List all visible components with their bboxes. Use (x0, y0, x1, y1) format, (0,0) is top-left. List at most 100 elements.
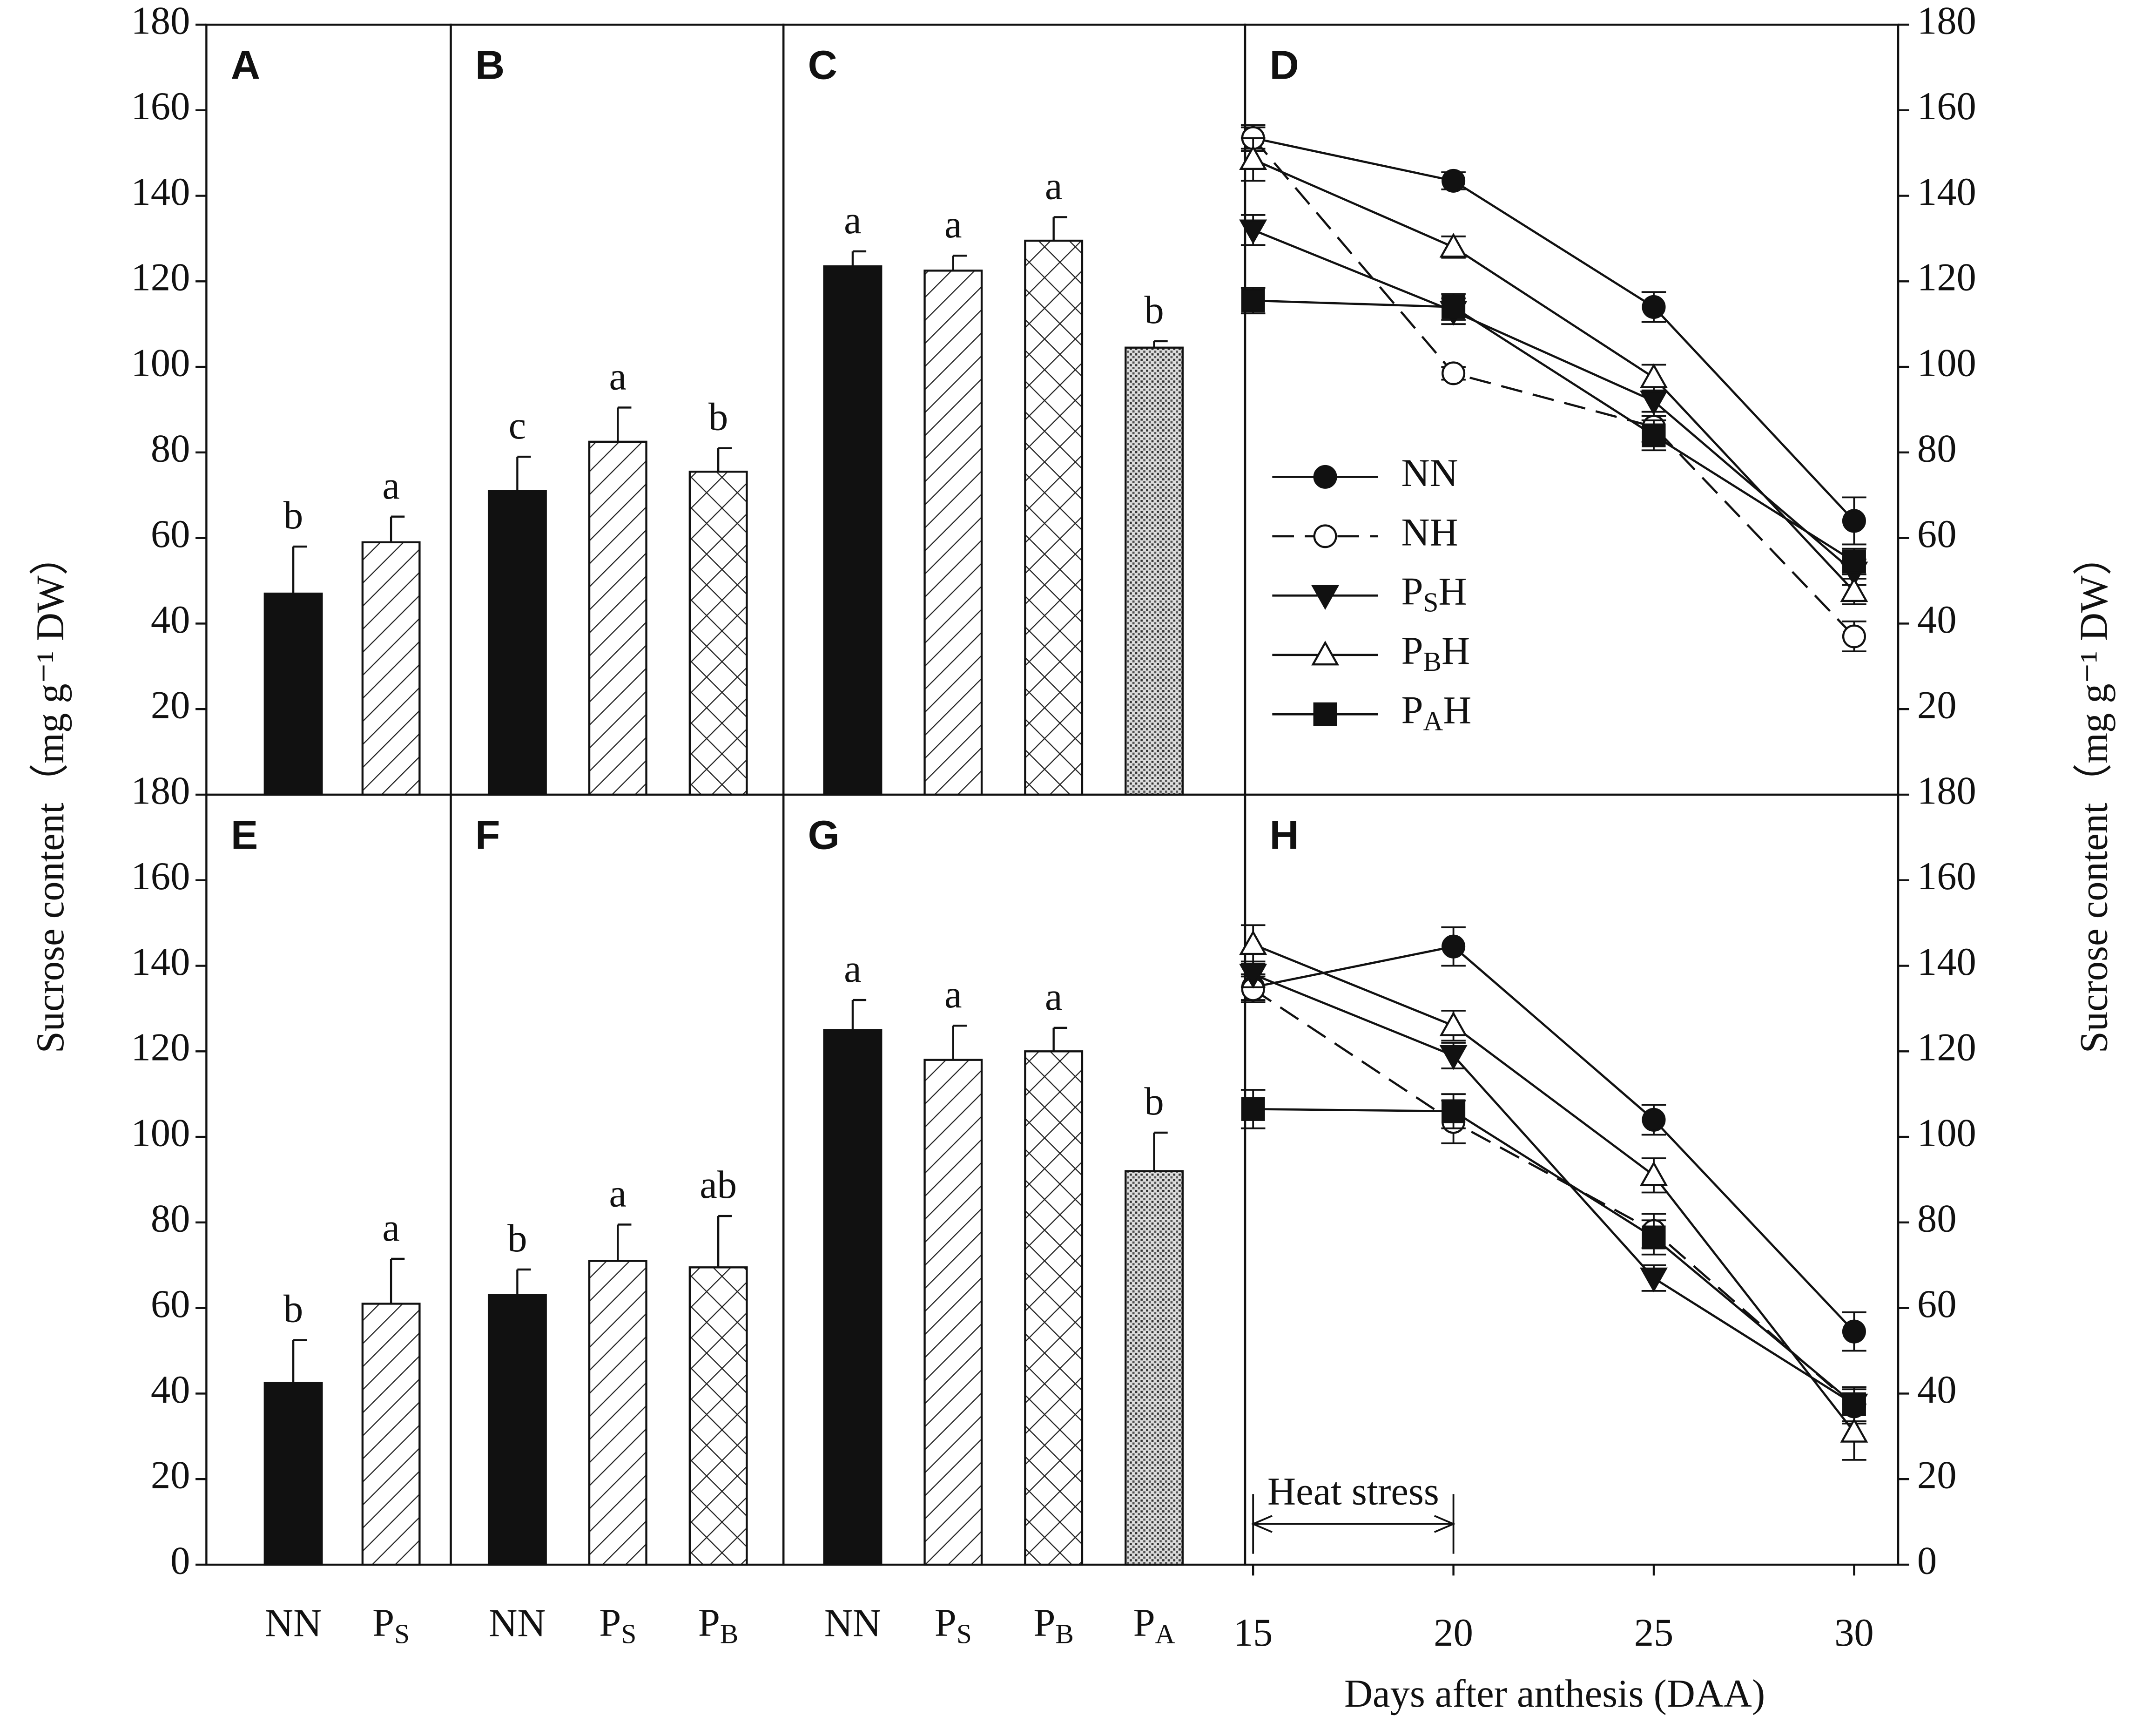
significance-letter: b (1144, 289, 1164, 332)
point (1840, 577, 1868, 602)
point (1439, 233, 1468, 258)
point (1442, 934, 1466, 959)
significance-letter: a (944, 973, 962, 1016)
point (1840, 1418, 1868, 1443)
panel-letter: B (475, 42, 505, 88)
bar (1125, 346, 1184, 796)
panel-frame (1244, 793, 1900, 1566)
series-line (1253, 973, 1855, 1405)
x-tick-label: 15 (1233, 1611, 1273, 1655)
y-tick-label: 140 (131, 170, 190, 214)
y-tick-label: 100 (1917, 341, 1976, 385)
series-line (1253, 1108, 1855, 1405)
panel-letter: G (808, 812, 840, 858)
point (1241, 289, 1265, 313)
y-tick-label: 100 (131, 341, 190, 385)
annotation-text: Heat stress (1267, 1470, 1439, 1513)
point (1239, 219, 1267, 244)
panel-letter: E (231, 812, 258, 858)
y-tick-label: 40 (151, 1368, 190, 1412)
point (1642, 295, 1666, 319)
y-tick-label: 20 (1917, 1454, 1957, 1497)
series-line (1253, 945, 1855, 1332)
annotation-arrowhead (1251, 1515, 1273, 1533)
legend-label: NN (1401, 452, 1458, 495)
significance-letter: a (382, 464, 400, 507)
panel-letter: A (231, 42, 260, 88)
bar (263, 592, 323, 796)
legend-marker (1313, 465, 1337, 489)
x-tick-label: 30 (1834, 1611, 1874, 1655)
significance-letter: a (844, 947, 862, 991)
y-tick-label: 160 (1917, 85, 1976, 128)
bar (588, 440, 647, 796)
y-tick-label: 0 (170, 1539, 190, 1582)
y-tick-label: 100 (131, 1111, 190, 1155)
bar (1024, 239, 1084, 796)
x-axis-label: Days after anthesis (DAA) (1344, 1672, 1765, 1716)
panel-letter: C (808, 42, 837, 88)
y-tick-label: 160 (1917, 855, 1976, 898)
y-tick-label: 60 (151, 1283, 190, 1326)
y-tick-label: 80 (151, 1197, 190, 1240)
legend-label: PAH (1401, 689, 1471, 736)
bar (1024, 1050, 1084, 1566)
point (1642, 423, 1666, 447)
y-tick-label: 180 (1917, 0, 1976, 42)
y-tick-label: 40 (151, 598, 190, 642)
x-tick-label: NN (489, 1602, 546, 1645)
point (1842, 509, 1866, 533)
bar (923, 1059, 983, 1566)
y-axis-label: Sucrose content（mg g⁻¹ DW） (2072, 536, 2116, 1054)
legend-label: PBH (1401, 629, 1470, 677)
significance-letter: a (944, 203, 962, 246)
y-tick-label: 20 (1917, 684, 1957, 727)
y-tick-label: 180 (131, 769, 190, 812)
significance-letter: b (283, 1288, 303, 1331)
panel-frame (1244, 23, 1900, 796)
y-tick-label: 40 (1917, 1368, 1957, 1412)
y-tick-label: 0 (1917, 1539, 1937, 1582)
y-tick-label: 160 (131, 85, 190, 128)
x-tick-label: PA (1133, 1602, 1175, 1649)
bar (263, 1382, 323, 1566)
panel-letter: D (1269, 42, 1299, 88)
point (1842, 1319, 1866, 1344)
x-tick-label: PS (372, 1602, 410, 1649)
bar (487, 490, 547, 796)
point (1842, 1392, 1866, 1416)
annotation-arrowhead (1434, 1515, 1456, 1533)
panel-letter: F (475, 812, 500, 858)
point (1642, 1108, 1666, 1132)
significance-letter: b (1144, 1080, 1164, 1123)
y-tick-label: 20 (151, 1454, 190, 1497)
bar (361, 1303, 421, 1566)
point (1442, 169, 1466, 193)
point (1640, 390, 1668, 416)
y-tick-label: 140 (1917, 170, 1976, 214)
significance-letter: b (507, 1217, 527, 1260)
point (1239, 930, 1267, 955)
y-tick-label: 160 (131, 855, 190, 898)
point (1640, 1161, 1668, 1186)
significance-letter: a (382, 1206, 400, 1250)
legend-marker (1311, 585, 1340, 610)
significance-letter: a (1045, 975, 1063, 1019)
legend-marker (1313, 524, 1337, 548)
y-tick-label: 140 (131, 940, 190, 984)
series-line (1253, 943, 1855, 1433)
y-axis-label: Sucrose content（mg g⁻¹ DW） (29, 536, 72, 1054)
bar (588, 1260, 647, 1566)
x-tick-label: NN (824, 1602, 881, 1645)
significance-letter: b (708, 396, 728, 439)
significance-letter: a (1045, 165, 1063, 208)
point (1239, 145, 1267, 170)
x-tick-label: NN (265, 1602, 322, 1645)
point (1241, 1097, 1265, 1121)
x-tick-label: 20 (1434, 1611, 1473, 1655)
point (1640, 363, 1668, 388)
bar (361, 541, 421, 796)
point (1642, 1225, 1666, 1250)
bar (688, 1266, 748, 1566)
point (1640, 1267, 1668, 1293)
